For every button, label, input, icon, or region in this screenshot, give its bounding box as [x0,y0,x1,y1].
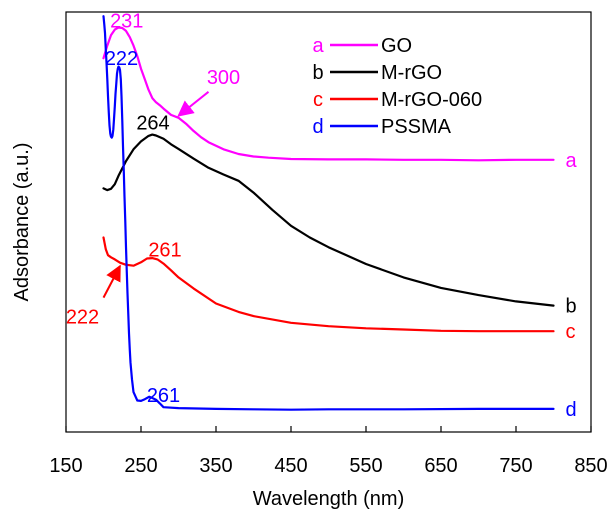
x-tick-label-6: 750 [499,455,532,477]
annotation-text-1: 300 [207,67,240,89]
annotation-5: 222 [66,264,121,329]
series-layer [102,15,555,411]
x-axis-tick-labels: 150 250 350 450 550 650 750 850 [49,455,607,477]
annotation-0: 231 [110,10,143,32]
annotation-4: 261 [148,239,181,261]
x-tick-label-2: 350 [199,455,232,477]
annotation-text-3: 264 [136,112,169,134]
series-line-d [102,15,555,411]
series-line-c [102,236,555,333]
end-label-a: a [566,150,578,172]
annotation-text-6: 261 [147,385,180,407]
legend-entry-b: b M-rGO [312,62,442,84]
annotation-2: 222 [105,48,138,70]
x-tick-label-7: 850 [574,455,607,477]
annotation-arrow-5 [102,264,121,299]
legend-label-d: PSSMA [381,116,452,138]
end-label-d: d [566,399,577,421]
legend-entry-d: d PSSMA [312,116,451,138]
peak-annotations: 231 300 222 264 261 222 261 [66,10,240,407]
plot-frame [65,11,592,433]
legend-letter-c: c [313,89,323,111]
x-axis-label: Wavelength (nm) [253,488,405,510]
end-label-b: b [566,296,577,318]
x-tick-label-4: 550 [349,455,382,477]
series-line-a [102,26,555,162]
annotation-text-2: 222 [105,48,138,70]
legend-letter-d: d [312,116,323,138]
series-end-labels: a bc d [566,150,578,421]
annotation-3: 264 [136,112,169,134]
annotation-1: 300 [177,67,240,117]
x-tick-label-1: 250 [124,455,157,477]
x-axis-ticks [65,426,592,432]
legend-label-a: GO [381,35,412,57]
end-label-c: c [566,321,576,343]
annotation-text-5: 222 [66,307,99,329]
x-tick-label-5: 650 [424,455,457,477]
x-tick-label-0: 150 [49,455,82,477]
legend-label-b: M-rGO [381,62,442,84]
legend: a GO b M-rGO c M-rGO-060 d PSSMA [312,35,482,138]
annotation-arrow-1 [177,91,210,117]
legend-label-c: M-rGO-060 [381,89,482,111]
x-tick-label-3: 450 [274,455,307,477]
annotation-6: 261 [147,385,180,407]
legend-entry-c: c M-rGO-060 [313,89,482,111]
legend-entry-a: a GO [312,35,412,57]
legend-letter-b: b [312,62,323,84]
annotation-text-0: 231 [110,10,143,32]
y-axis-label: Adsorbance (a.u.) [11,143,33,302]
legend-letter-a: a [312,35,324,57]
annotation-text-4: 261 [148,239,181,261]
